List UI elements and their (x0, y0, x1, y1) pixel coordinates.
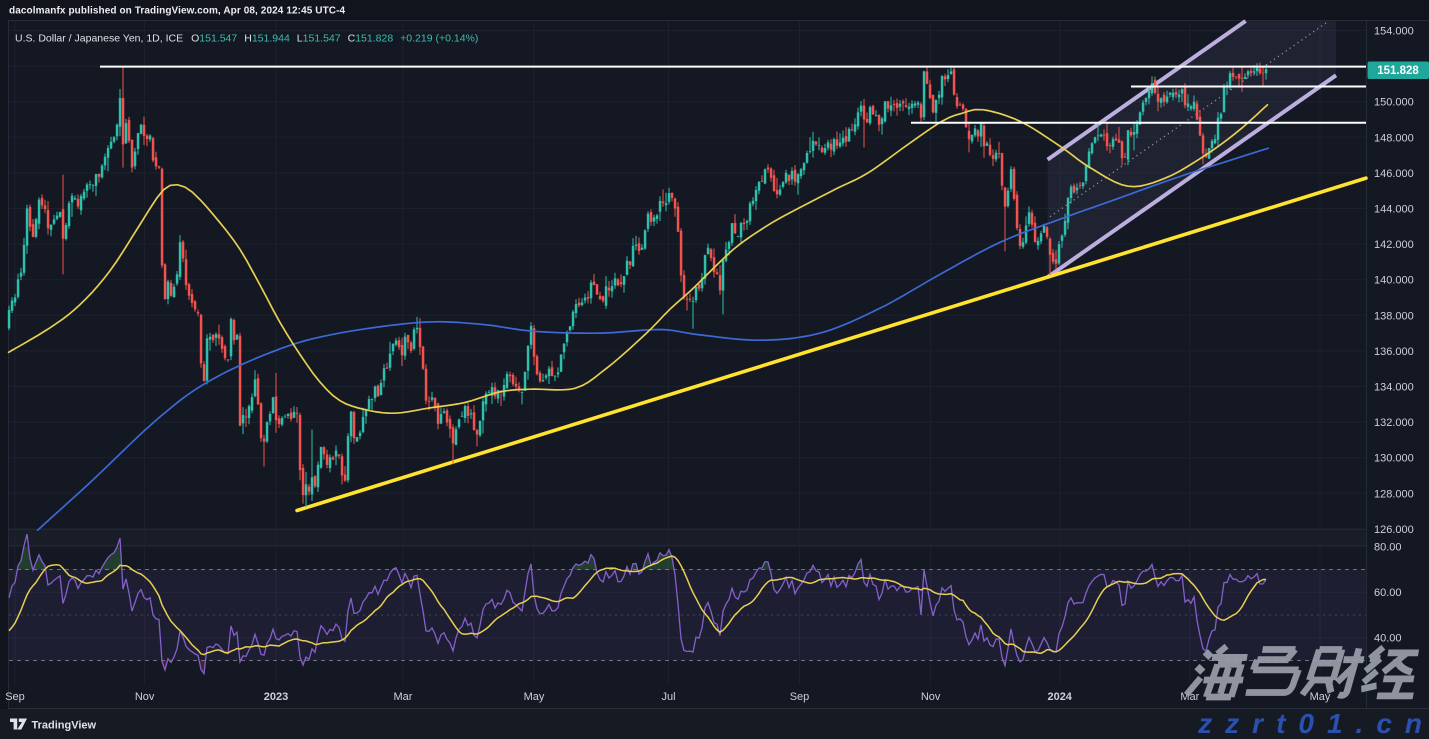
svg-text:May: May (524, 691, 545, 703)
svg-text:148.000: 148.000 (1374, 132, 1414, 144)
svg-text:May: May (1310, 691, 1331, 703)
svg-text:Nov: Nov (921, 691, 941, 703)
svg-text:Nov: Nov (135, 691, 155, 703)
svg-text:80.00: 80.00 (1374, 542, 1402, 554)
svg-text:126.000: 126.000 (1374, 524, 1414, 536)
svg-text:2024: 2024 (1047, 691, 1072, 703)
svg-text:140.000: 140.000 (1374, 275, 1414, 287)
svg-text:138.000: 138.000 (1374, 310, 1414, 322)
svg-text:144.000: 144.000 (1374, 204, 1414, 216)
svg-text:142.000: 142.000 (1374, 239, 1414, 251)
svg-text:Mar: Mar (394, 691, 413, 703)
svg-text:2023: 2023 (264, 691, 288, 703)
svg-text:Sep: Sep (790, 691, 810, 703)
svg-text:130.000: 130.000 (1374, 453, 1414, 465)
svg-text:U.S. Dollar / Japanese Yen, 1D: U.S. Dollar / Japanese Yen, 1D, ICE O151.… (15, 33, 478, 45)
svg-text:40.00: 40.00 (1374, 633, 1402, 645)
svg-text:134.000: 134.000 (1374, 382, 1414, 394)
svg-text:zzrt01.cn: zzrt01.cn (1197, 708, 1429, 739)
svg-text:151.828: 151.828 (1377, 65, 1419, 77)
svg-text:60.00: 60.00 (1374, 587, 1402, 599)
svg-text:150.000: 150.000 (1374, 97, 1414, 109)
svg-text:132.000: 132.000 (1374, 417, 1414, 429)
svg-text:154.000: 154.000 (1374, 26, 1414, 38)
svg-text:128.000: 128.000 (1374, 488, 1414, 500)
svg-text:136.000: 136.000 (1374, 346, 1414, 358)
svg-text:dacolmanfx published on Tradin: dacolmanfx published on TradingView.com,… (9, 6, 346, 17)
svg-text:TradingView: TradingView (32, 720, 97, 732)
svg-text:146.000: 146.000 (1374, 168, 1414, 180)
svg-text:Mar: Mar (1180, 691, 1199, 703)
svg-text:Sep: Sep (5, 691, 25, 703)
svg-text:Jul: Jul (661, 691, 675, 703)
